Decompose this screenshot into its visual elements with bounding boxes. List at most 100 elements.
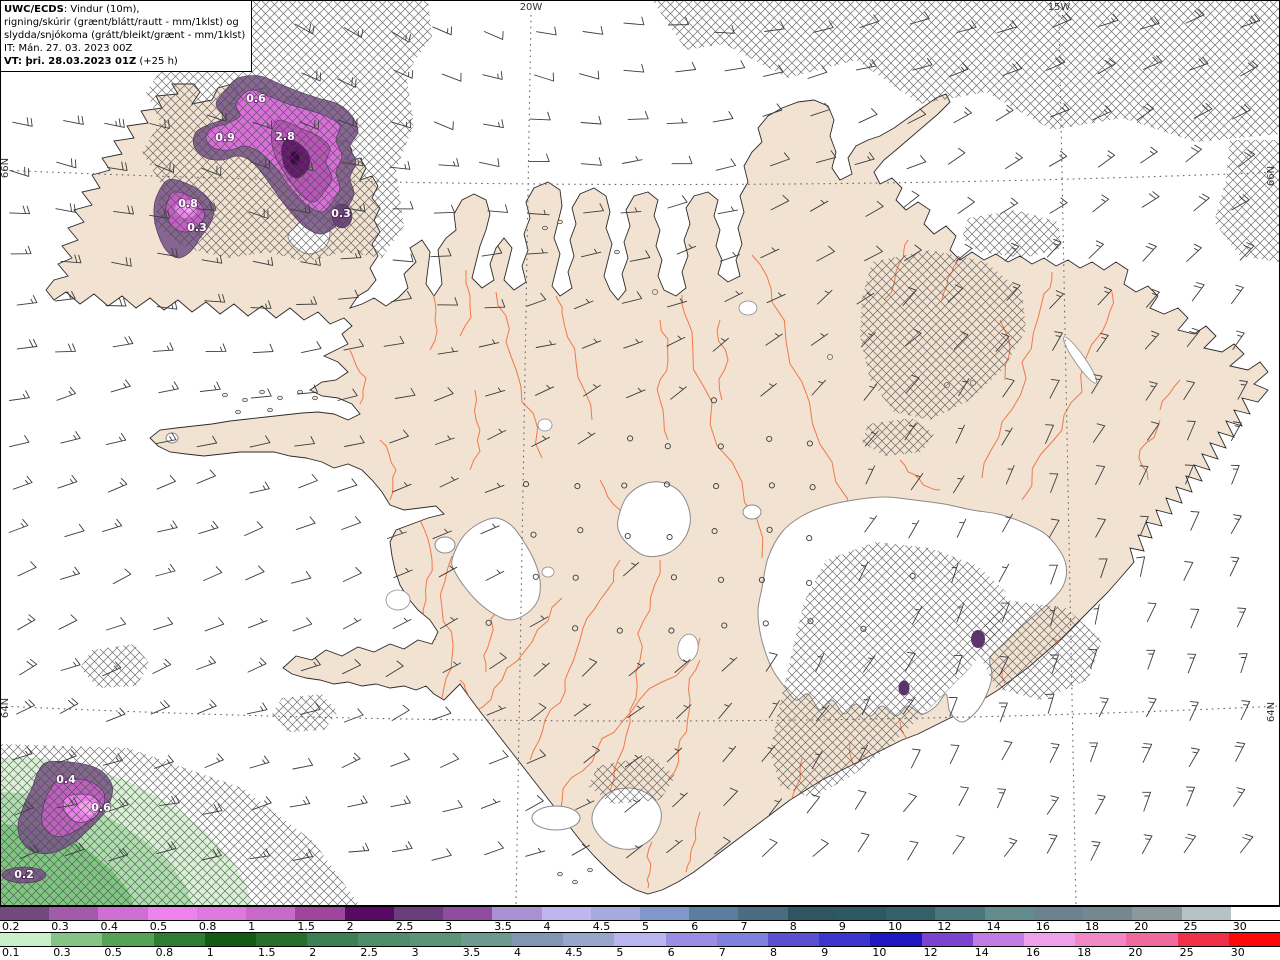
river: [471, 597, 563, 713]
wind-barb: [1183, 561, 1194, 581]
wind-barb: [343, 708, 364, 723]
wind-barb: [770, 194, 790, 211]
wind-barb: [1231, 284, 1244, 305]
calm-wind-circle: [721, 622, 728, 629]
colorbar-segment: [1230, 907, 1280, 920]
colorbar-segment: [204, 933, 257, 946]
precip-value-label: 0.9: [215, 131, 235, 144]
colorbar-segment: [344, 907, 395, 920]
colorbar-tick-label: 0.4: [100, 920, 118, 933]
wind-barb: [105, 432, 127, 446]
wind-barb: [807, 65, 828, 79]
colorbar-segment: [0, 933, 53, 946]
river: [751, 254, 853, 539]
calm-wind-circle: [710, 397, 717, 404]
wind-barb: [956, 602, 965, 623]
wind-barb: [1143, 55, 1163, 70]
wind-barb: [1092, 194, 1110, 213]
wind-barb: [722, 745, 737, 763]
colorbar-segment: [1075, 933, 1128, 946]
wind-barb: [391, 704, 410, 721]
crosshatch-patch: [860, 250, 1026, 420]
wind-barb: [342, 157, 364, 167]
wind-barb: [57, 749, 77, 764]
wind-barb: [432, 26, 453, 36]
wind-barb: [249, 755, 270, 769]
wind-barb: [724, 60, 746, 72]
wind-barb: [110, 379, 131, 393]
wind-barb: [292, 162, 314, 172]
wind-barb: [1240, 833, 1254, 854]
wind-barb: [156, 841, 177, 855]
wind-barb: [383, 335, 405, 347]
wind-barb: [196, 435, 218, 448]
wind-barb: [56, 386, 77, 401]
wind-barb: [1049, 103, 1070, 118]
wind-barb: [672, 792, 688, 808]
wind-barb: [1001, 740, 1013, 761]
wind-barb: [392, 482, 412, 493]
wind-barb: [19, 658, 38, 676]
wind-barb: [291, 571, 312, 584]
rain-colorbar: 0.1 0.3 0.5 0.8 1 1.5 2 2.5 3 3.5 4 4.5 5 6 7 8 9 10 12 14 1…: [0, 932, 1280, 959]
wind-barb: [905, 651, 916, 672]
wind-barb: [1046, 795, 1059, 815]
wind-barb: [859, 14, 880, 29]
colorbar-segment: [1181, 907, 1232, 920]
wind-barb: [198, 520, 219, 535]
parallel-66N: [0, 169, 1280, 186]
colorbar-tick-label: 3.5: [494, 920, 512, 933]
wind-barb: [438, 158, 460, 167]
wind-barb: [1045, 424, 1054, 444]
wind-barb: [721, 657, 738, 672]
wind-barb: [392, 617, 412, 629]
wind-barb: [1000, 197, 1019, 215]
wind-barb: [159, 795, 180, 807]
river: [981, 271, 1053, 479]
river: [529, 559, 621, 761]
wind-barb: [340, 249, 362, 260]
island: [614, 249, 620, 255]
wind-barb: [1098, 558, 1108, 579]
wind-barb: [1136, 556, 1146, 577]
wind-barb: [1187, 653, 1197, 674]
wind-barb: [765, 652, 778, 672]
wind-barb: [583, 203, 604, 214]
wind-barb: [480, 523, 500, 535]
wind-barb: [958, 378, 970, 397]
meridian-15W: [1058, 14, 1077, 906]
wind-barb: [947, 147, 966, 165]
wind-barb: [724, 290, 744, 302]
wind-barb: [535, 384, 555, 396]
wind-barb: [158, 381, 179, 394]
wind-barb: [715, 158, 736, 171]
calm-wind-circle: [651, 288, 659, 296]
wind-barb: [1147, 421, 1160, 441]
crosshatch-patch: [0, 744, 360, 906]
wind-barb: [910, 748, 921, 769]
wind-barb: [431, 848, 452, 861]
glacier: [531, 805, 581, 831]
wind-barb: [763, 64, 784, 77]
wind-barb: [206, 111, 227, 122]
colorbar-tick-label: 10: [888, 920, 903, 933]
colorbar-tick-label: 6: [667, 946, 675, 959]
colorbar-segment: [563, 933, 616, 946]
wind-barb: [574, 298, 594, 310]
wind-barb: [106, 161, 128, 172]
wind-barb: [391, 290, 412, 303]
wind-barb: [17, 614, 36, 631]
wind-barb: [629, 250, 651, 262]
wind-barb: [1048, 564, 1058, 585]
wind-barb: [440, 617, 459, 630]
wind-barb: [1095, 794, 1106, 815]
wind-barb: [811, 750, 823, 770]
wind-barb: [626, 845, 643, 859]
colorbar-tick-label: 1: [248, 920, 256, 933]
colorbar-segment: [512, 933, 565, 946]
wind-barb: [815, 705, 830, 722]
wind-barb: [533, 662, 550, 677]
wind-barb: [581, 338, 602, 349]
grid-labels: 20W 15W 66N 66N 64N 64N: [0, 2, 1277, 722]
calm-wind-circle: [621, 482, 628, 489]
